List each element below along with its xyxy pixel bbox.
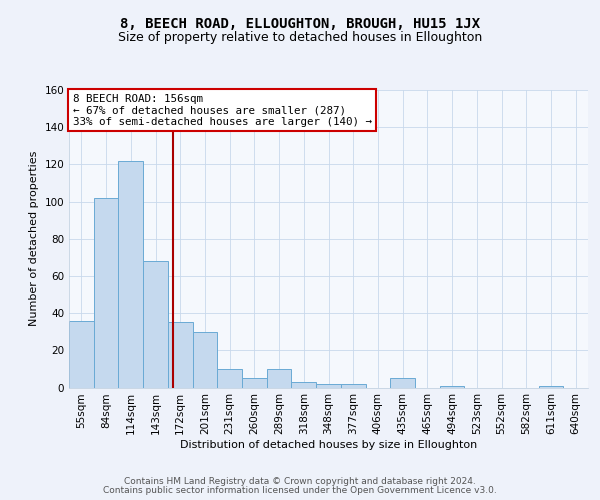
Bar	[193, 332, 217, 388]
Bar	[168, 322, 193, 388]
X-axis label: Distribution of detached houses by size in Elloughton: Distribution of detached houses by size …	[180, 440, 477, 450]
Text: Contains HM Land Registry data © Crown copyright and database right 2024.: Contains HM Land Registry data © Crown c…	[124, 477, 476, 486]
Text: Contains public sector information licensed under the Open Government Licence v3: Contains public sector information licen…	[103, 486, 497, 495]
Bar	[217, 369, 242, 388]
Bar	[316, 384, 341, 388]
Bar	[440, 386, 464, 388]
Bar	[341, 384, 365, 388]
Bar	[390, 378, 415, 388]
Bar	[143, 261, 168, 388]
Text: Size of property relative to detached houses in Elloughton: Size of property relative to detached ho…	[118, 31, 482, 44]
Text: 8, BEECH ROAD, ELLOUGHTON, BROUGH, HU15 1JX: 8, BEECH ROAD, ELLOUGHTON, BROUGH, HU15 …	[120, 18, 480, 32]
Y-axis label: Number of detached properties: Number of detached properties	[29, 151, 39, 326]
Bar	[267, 369, 292, 388]
Bar	[242, 378, 267, 388]
Bar	[94, 198, 118, 388]
Bar	[69, 320, 94, 388]
Bar	[118, 160, 143, 388]
Bar	[292, 382, 316, 388]
Text: 8 BEECH ROAD: 156sqm
← 67% of detached houses are smaller (287)
33% of semi-deta: 8 BEECH ROAD: 156sqm ← 67% of detached h…	[73, 94, 372, 127]
Bar	[539, 386, 563, 388]
